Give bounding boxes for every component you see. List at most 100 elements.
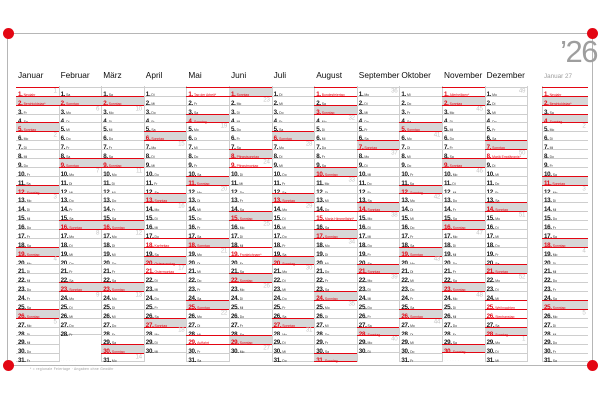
weekday-label: Di <box>552 323 556 328</box>
day-number: 14. <box>358 206 367 214</box>
week-number: 13 <box>135 291 142 299</box>
weekday-label: Mi <box>367 297 372 302</box>
day-cell: 16.Mo 25 <box>229 220 272 231</box>
weekday-label: Di <box>406 146 411 151</box>
weekday-label: Do <box>282 297 287 302</box>
day-number: 10. <box>18 170 26 178</box>
day-cell: 19.Fr <box>484 246 528 258</box>
day-number: 5. <box>18 126 23 134</box>
day-number: 2. <box>358 99 364 107</box>
week-number: 27 <box>263 344 270 352</box>
day-number: 24. <box>444 295 452 303</box>
day-number: 11. <box>188 179 196 187</box>
day-number: 3. <box>231 108 236 116</box>
day-cell: 15.Maria Himmelfahrt* <box>314 211 357 222</box>
day-cell: 28.Mo 31 <box>271 326 315 338</box>
week-number: 45 <box>476 105 483 113</box>
sunday-label: Sonntag <box>367 270 381 275</box>
weekday-label: Di <box>154 217 158 222</box>
day-cell: 24.Mo 9 <box>58 291 102 302</box>
day-number: 1. <box>444 91 449 98</box>
weekday-label: Sa <box>368 324 372 328</box>
day-cell: 9.Fr <box>186 157 229 169</box>
day-number: 2. <box>273 99 279 107</box>
week-number: 3 <box>53 194 57 202</box>
week-number: 11 <box>135 167 142 175</box>
weekday-label: Mo <box>239 226 245 231</box>
weekday-label: Fr <box>239 323 243 328</box>
day-cell: 19.Di <box>314 246 357 258</box>
day-cell: 28.Mo 18 <box>143 326 187 338</box>
day-cell: 26.Do <box>229 308 272 320</box>
day-number: 1. <box>60 91 66 98</box>
day-number: 16. <box>316 224 324 232</box>
day-number: 6. <box>444 135 449 143</box>
day-cell: 24.Sa <box>542 291 588 302</box>
day-cell: 19.Mo 4 <box>542 246 588 258</box>
day-number: 29. <box>444 339 452 347</box>
day-number: 20. <box>486 259 495 267</box>
day-number: 12. <box>103 188 111 196</box>
sunday-label: Sonntag <box>282 261 295 266</box>
day-cell: 17.Di <box>229 228 272 240</box>
day-number: 13. <box>444 197 452 205</box>
sunday-label: Sonntag <box>69 288 82 293</box>
day-number: 16. <box>444 224 452 232</box>
day-number: 11. <box>316 179 324 187</box>
weekday-label: Di <box>239 297 243 302</box>
sunday-label: Sonntag <box>410 190 423 195</box>
day-cell: 28.Fr <box>101 326 144 338</box>
day-cell: 4.Mo 32 <box>314 113 357 125</box>
day-number: 11. <box>145 179 154 187</box>
day-cell: 7.Fr <box>442 140 485 151</box>
magnet-dot <box>2 359 14 371</box>
weekday-label: Di <box>364 163 368 168</box>
day-cell: 28.Sonntag <box>356 326 400 338</box>
day-cell: 6.Di <box>186 131 229 142</box>
day-number: 3. <box>401 108 406 116</box>
day-number: 7. <box>401 144 406 152</box>
day-cell: 2.Di <box>484 95 528 107</box>
day-number: 28. <box>103 330 111 338</box>
day-number: 8. <box>486 153 492 161</box>
day-cell: 4.Fr <box>271 113 315 125</box>
weekday-label: Sa <box>151 128 155 132</box>
day-number: 1. <box>188 91 193 98</box>
day-cell: 12.Mi <box>442 184 485 196</box>
weekday-label: Di <box>495 288 499 293</box>
day-number: 20. <box>544 259 552 267</box>
week-number: 19 <box>220 123 228 131</box>
weekday-label: Sa <box>197 297 201 301</box>
day-cell: 10.Sa <box>542 166 588 178</box>
day-cell: 24.Do <box>271 291 315 302</box>
day-cell: 5.Mo 2 <box>542 122 588 133</box>
holiday-label: Bundesfeiertag <box>321 93 345 97</box>
weekday-label: Mo <box>324 305 330 310</box>
day-number: 18. <box>60 241 69 249</box>
weekday-label: Do <box>552 217 558 222</box>
day-cell: 15.Di <box>143 211 187 222</box>
day-cell: 29.Fr <box>314 335 357 346</box>
weekday-label: Di <box>495 226 499 231</box>
sunday-label: Sonntag <box>108 163 122 168</box>
day-cell: 31.Fr <box>16 353 59 364</box>
week-number: 14 <box>135 353 142 361</box>
day-cell: 3.Fr <box>399 104 442 116</box>
weekday-label: Fr <box>552 226 556 231</box>
day-number: 14. <box>103 206 111 214</box>
microtext: · · · · · · <box>444 358 460 363</box>
weekday-label: Fr <box>495 252 499 257</box>
day-cell: 11.Di <box>442 175 485 187</box>
holiday-label: Neujahr <box>550 93 562 97</box>
day-number: 15. <box>486 215 495 223</box>
day-number: 5. <box>103 126 108 134</box>
day-number: 23. <box>544 286 552 294</box>
day-cell: 10.Fr <box>399 166 442 178</box>
day-number: 23. <box>486 286 495 294</box>
day-number: 2. <box>60 99 66 107</box>
magnet-dot <box>586 27 598 39</box>
day-number: 29. <box>273 339 282 347</box>
weekday-label: Sa <box>279 128 283 132</box>
weekday-label: Mi <box>26 279 31 284</box>
